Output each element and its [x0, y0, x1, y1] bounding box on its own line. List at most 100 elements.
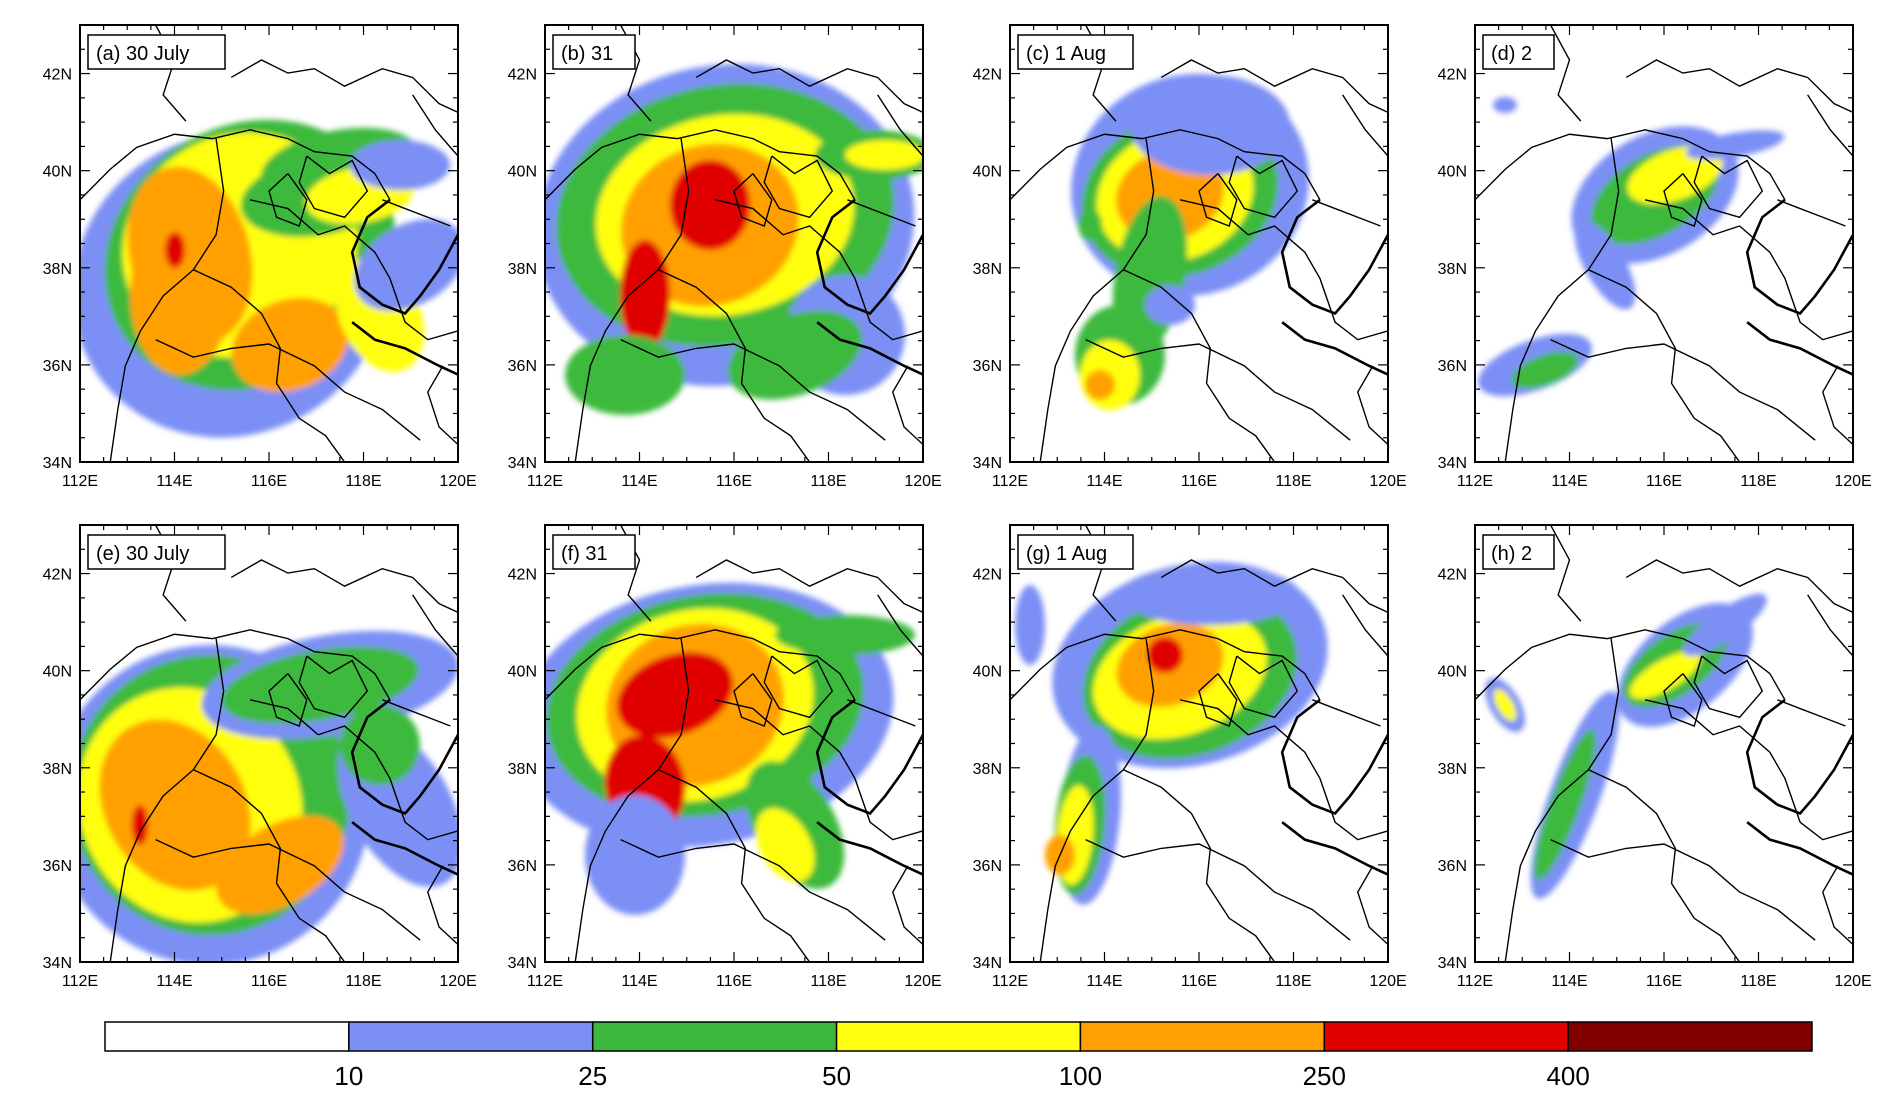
- province-border: [1504, 638, 1620, 962]
- lat-tick-label: 34N: [43, 955, 72, 972]
- panel-label: (f) 31: [552, 534, 636, 570]
- province-border: [1550, 339, 1816, 441]
- panel-label-text: (g) 1 Aug: [1026, 543, 1107, 565]
- boundaries: [1475, 25, 1853, 462]
- lon-tick-label: 120E: [1369, 973, 1406, 990]
- province-border: [1644, 199, 1853, 341]
- map-panel: 112E 114E 116E 118E 120E 42N 40N 38N 36N 34N (e) 3…: [43, 524, 477, 990]
- province-border: [1039, 138, 1155, 462]
- lon-tick-label: 120E: [904, 973, 941, 990]
- lat-tick-label: 38N: [43, 761, 72, 778]
- coastline: [1281, 821, 1388, 876]
- rainfall-contour: [755, 808, 815, 882]
- province-border: [1160, 59, 1388, 114]
- tick-marks: [1474, 524, 1854, 963]
- province-border: [1663, 173, 1703, 227]
- province-border: [298, 155, 369, 219]
- province-border: [1198, 673, 1238, 727]
- rainfall-contour: [670, 160, 750, 250]
- province-border: [1693, 155, 1764, 219]
- colorbar-segment: [1323, 1021, 1569, 1052]
- lon-tick-label: 112E: [62, 973, 98, 990]
- map-panels: 112E 114E 116E 118E 120E 42N 40N 38N 36N 34N (a) 3…: [43, 24, 1872, 990]
- panel-label-text: (b) 31: [561, 43, 613, 65]
- colorbar-segment: [591, 1021, 838, 1052]
- lon-tick-label: 114E: [621, 973, 657, 990]
- map-panel: 112E 114E 116E 118E 120E 42N 40N 38N 36N 34N (g) 1…: [973, 524, 1407, 990]
- province-border: [426, 365, 458, 446]
- rainfall-contour: [1130, 75, 1290, 175]
- coastline: [1746, 821, 1853, 876]
- province-border: [1179, 699, 1388, 841]
- lon-tick-label: 120E: [439, 973, 476, 990]
- province-border: [1550, 839, 1816, 941]
- lon-tick-label: 120E: [1369, 473, 1406, 490]
- rainfall-contour: [231, 297, 349, 393]
- province-border: [1821, 865, 1853, 946]
- boundaries: [80, 525, 458, 962]
- province-border: [1160, 559, 1388, 614]
- province-border: [1693, 655, 1764, 719]
- province-border: [1475, 129, 1786, 201]
- province-border: [1198, 173, 1238, 227]
- province-border: [230, 59, 458, 114]
- lon-tick-label: 114E: [156, 473, 192, 490]
- province-border: [426, 865, 458, 946]
- lon-tick-label: 118E: [1275, 973, 1311, 990]
- province-border: [230, 559, 458, 614]
- lat-tick-label: 42N: [1438, 567, 1467, 584]
- lat-tick-label: 36N: [43, 358, 72, 375]
- lon-tick-label: 114E: [1086, 473, 1122, 490]
- province-border: [847, 699, 916, 727]
- province-border: [1312, 699, 1381, 727]
- boundaries: [545, 525, 923, 962]
- lat-tick-label: 40N: [973, 664, 1002, 681]
- lon-tick-label: 118E: [810, 473, 846, 490]
- boundaries: [1010, 25, 1388, 462]
- lon-tick-label: 116E: [1646, 473, 1682, 490]
- rainfall-contour: [1683, 593, 1767, 657]
- lon-tick-label: 118E: [345, 973, 381, 990]
- panel-label: (a) 30 July: [87, 34, 226, 70]
- map-panel: 112E 114E 116E 118E 120E 42N 40N 38N 36N 34N (a) 3…: [43, 24, 477, 490]
- colorbar-label: 50: [822, 1061, 851, 1091]
- lat-tick-label: 34N: [508, 955, 537, 972]
- coastline: [1746, 321, 1853, 376]
- rainfall-contour: [616, 652, 734, 738]
- lat-tick-label: 38N: [508, 261, 537, 278]
- coastline: [351, 821, 458, 876]
- lon-tick-label: 114E: [156, 973, 192, 990]
- province-border: [1039, 638, 1155, 962]
- lon-tick-label: 120E: [439, 473, 476, 490]
- province-border: [193, 769, 346, 962]
- rainfall-contour: [1085, 370, 1115, 400]
- lat-tick-label: 40N: [973, 164, 1002, 181]
- province-border: [1085, 339, 1351, 441]
- province-border: [1123, 269, 1276, 462]
- rainfall-contour: [99, 719, 251, 891]
- panel-label-text: (a) 30 July: [96, 43, 189, 65]
- rainfall-contour: [350, 140, 450, 190]
- map-panel: 112E 114E 116E 118E 120E 42N 40N 38N 36N 34N (f) 3…: [508, 524, 942, 990]
- rainfall-field: [1071, 73, 1309, 410]
- lat-tick-label: 40N: [1438, 164, 1467, 181]
- rainfall-contour: [620, 240, 670, 350]
- panel-label: (e) 30 July: [87, 534, 226, 570]
- colorbar-label: 25: [578, 1061, 607, 1091]
- province-border: [733, 173, 773, 227]
- lat-tick-label: 36N: [973, 858, 1002, 875]
- lat-tick-label: 34N: [508, 455, 537, 472]
- province-border: [1588, 269, 1741, 462]
- province-border: [695, 59, 923, 114]
- lat-tick-label: 34N: [43, 455, 72, 472]
- lon-tick-label: 118E: [1740, 973, 1776, 990]
- colorbar-label: 400: [1546, 1061, 1589, 1091]
- province-border: [1625, 59, 1853, 114]
- lon-tick-label: 112E: [992, 973, 1028, 990]
- lon-tick-label: 114E: [621, 473, 657, 490]
- colorbar-segment: [348, 1021, 594, 1052]
- tick-marks: [544, 524, 924, 963]
- lat-tick-label: 36N: [1438, 858, 1467, 875]
- lat-tick-label: 40N: [1438, 664, 1467, 681]
